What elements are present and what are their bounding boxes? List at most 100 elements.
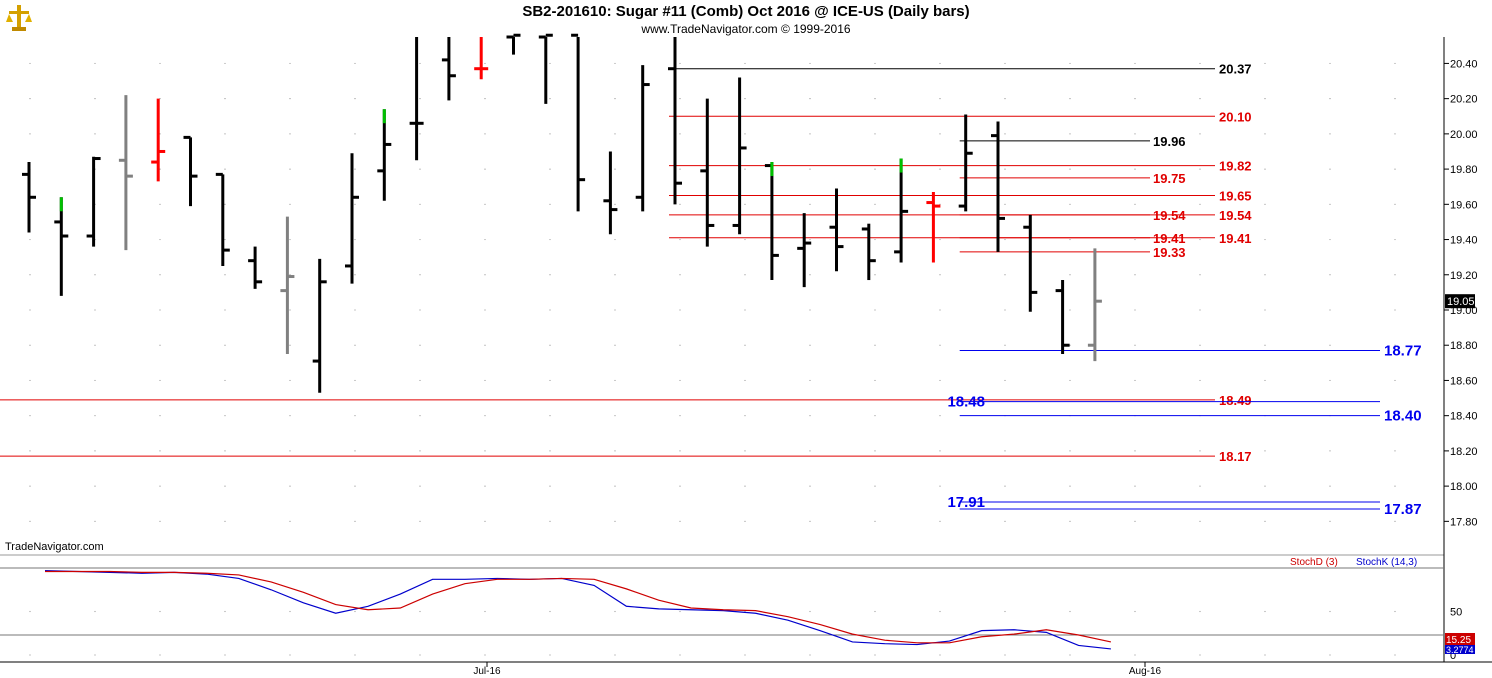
y-tick-label: 18.60 [1450,375,1478,387]
grid-dot [1069,450,1071,452]
stochk-last-label: 3.2774 [1446,645,1474,655]
grid-dot [29,610,31,613]
grid-dot [809,485,811,487]
grid-dot [159,654,161,656]
grid-dot [484,485,486,487]
grid-dot [1394,344,1396,346]
grid-dot [1329,274,1331,276]
grid-dot [1329,133,1331,135]
grid-dot [1199,610,1201,613]
grid-dot [614,203,616,205]
grid-dot [744,485,746,487]
y-tick-label: 20.40 [1450,58,1478,70]
grid-dot [1264,274,1266,276]
grid-dot [224,344,226,346]
grid-dot [1134,203,1136,205]
grid-dot [1199,379,1201,382]
y-tick-label: 19.20 [1450,270,1478,282]
grid-dot [1394,520,1396,522]
grid-dot [874,450,876,452]
grid-dot [549,485,551,487]
grid-dot [1004,168,1006,170]
grid-dot [1004,610,1006,613]
grid-dot [549,520,551,522]
grid-dot [874,610,876,613]
level-label: 17.87 [1384,501,1422,518]
grid-dot [94,274,96,276]
y-tick-label: 20.20 [1450,94,1478,106]
grid-dot [354,520,356,522]
grid-dot [614,415,616,417]
grid-dot [1329,654,1331,656]
grid-dot [1264,62,1266,65]
level-label: 18.77 [1384,343,1422,360]
grid-dot [94,450,96,452]
level-label: 20.37 [1219,62,1252,77]
grid-dot [1069,344,1071,346]
y-tick-label: 18.40 [1450,411,1478,423]
grid-dot [484,415,486,417]
grid-dot [744,203,746,205]
grid-dot [159,309,161,311]
grid-dot [1199,520,1201,522]
grid-dot [939,238,941,241]
level-label: 19.41 [1153,231,1186,246]
grid-dot [289,238,291,241]
grid-dot [224,133,226,135]
stochk-last-box [1445,645,1475,654]
stoch-k-line [44,570,1111,650]
grid-dot [484,133,486,135]
grid-dot [809,168,811,170]
grid-dot [484,344,486,346]
grid-dot [484,309,486,311]
grid-dot [1134,62,1136,65]
grid-dot [1069,203,1071,205]
grid-dot [94,654,96,656]
grid-dot [224,654,226,656]
grid-dot [809,610,811,613]
level-label: 19.41 [1219,231,1252,246]
grid-dot [1004,520,1006,522]
grid-dot [1329,610,1331,613]
grid-dot [1004,238,1006,241]
grid-dot [1264,485,1266,487]
grid-dot [614,168,616,170]
grid-dot [1329,62,1331,65]
grid-dot [874,133,876,135]
grid-dot [484,379,486,382]
grid-dot [809,379,811,382]
grid-dot [94,344,96,346]
grid-dot [679,379,681,382]
grid-dot [744,520,746,522]
stochd-last-box [1445,633,1475,645]
grid-dot [549,415,551,417]
grid-dot [679,238,681,241]
grid-dot [679,610,681,613]
grid-dot [224,610,226,613]
grid-dot [1199,133,1201,135]
grid-dot [744,309,746,311]
grid-dot [939,133,941,135]
grid-dot [1069,309,1071,311]
grid-dot [549,203,551,205]
grid-dot [1069,238,1071,241]
grid-dot [1394,450,1396,452]
grid-dot [1004,98,1006,100]
grid-dot [224,62,226,65]
grid-dot [159,415,161,417]
grid-dot [679,203,681,205]
grid-dot [679,450,681,452]
grid-dot [1069,274,1071,276]
grid-dot [289,379,291,382]
grid-dot [224,485,226,487]
grid-dot [1329,379,1331,382]
grid-dot [1394,62,1396,65]
grid-dot [419,610,421,613]
grid-dot [1264,654,1266,656]
grid-dot [159,203,161,205]
grid-dot [939,415,941,417]
grid-dot [484,520,486,522]
grid-dot [679,415,681,417]
grid-dot [744,379,746,382]
